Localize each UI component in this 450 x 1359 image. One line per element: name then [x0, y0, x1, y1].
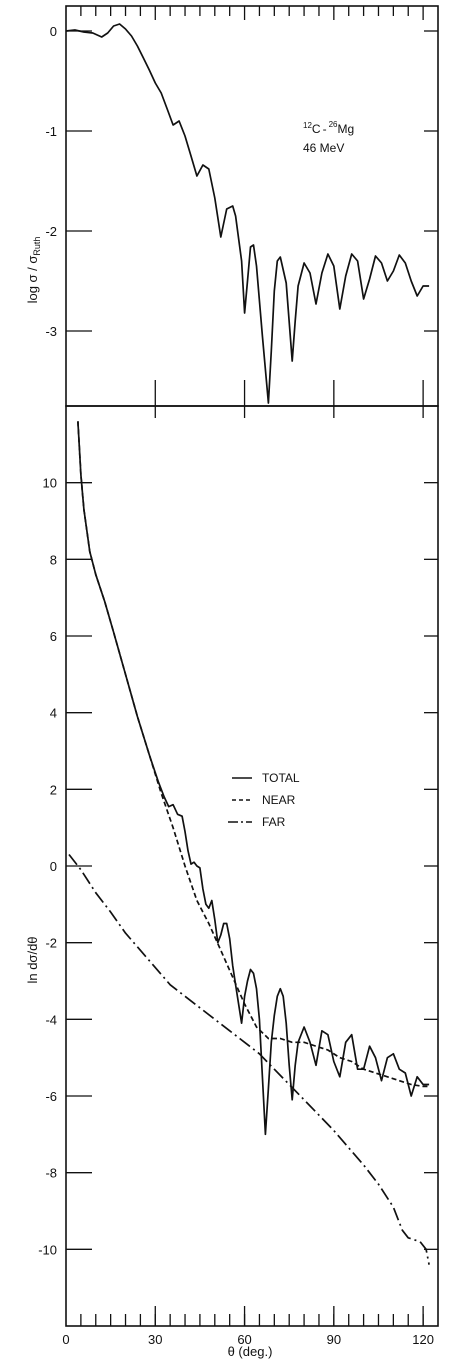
legend: TOTAL NEAR FAR [228, 771, 300, 829]
bottom-y-tick-label: 4 [50, 706, 57, 721]
bottom-y-tick-labels: 10 8 6 4 2 0 -2 -4 -6 -8 -10 [38, 476, 57, 1258]
top-series-line [65, 23, 430, 404]
bottom-y-tick-label: -10 [38, 1242, 57, 1257]
top-ticks [66, 6, 438, 418]
top-panel: 0 -1 -2 -3 log σ / σRuth 12C -26Mg 46 MeV [25, 5, 439, 418]
projectile: C [312, 122, 321, 136]
bottom-plot-frame [65, 405, 439, 1327]
bottom-y-tick-label: -2 [45, 936, 57, 951]
reaction-label: 12C -26Mg [303, 120, 354, 136]
bottom-x-tick-label: 0 [62, 1332, 69, 1347]
top-y-tick-label: 0 [50, 24, 57, 39]
reaction-dash: - [323, 122, 327, 136]
legend-far-label: FAR [262, 815, 286, 829]
legend-total-label: TOTAL [262, 771, 300, 785]
total-series-line [77, 421, 430, 1136]
bottom-x-tick-label: 30 [148, 1332, 162, 1347]
top-y-tick-label: -2 [45, 224, 57, 239]
reaction-annotation: 12C -26Mg 46 MeV [303, 120, 354, 155]
near-series-line [77, 421, 430, 1088]
bottom-x-axis-title: θ (deg.) [228, 1344, 273, 1359]
target-mass: 26 [329, 120, 338, 129]
top-y-tick-labels: 0 -1 -2 -3 [45, 24, 57, 339]
bottom-y-tick-label: -4 [45, 1012, 57, 1027]
bottom-y-tick-label: -6 [45, 1089, 57, 1104]
top-y-axis-title-sub: Ruth [32, 237, 42, 256]
energy-label: 46 MeV [303, 141, 344, 155]
far-series-line [68, 853, 430, 1265]
bottom-y-axis-title: ln dσ/dθ [25, 936, 40, 983]
bottom-x-tick-label: 60 [237, 1332, 251, 1347]
top-y-tick-label: -1 [45, 124, 57, 139]
bottom-x-tick-label: 120 [412, 1332, 434, 1347]
top-y-tick-label: -3 [45, 324, 57, 339]
bottom-y-tick-label: 2 [50, 782, 57, 797]
bottom-y-tick-label: 8 [50, 552, 57, 567]
bottom-panel: 10 8 6 4 2 0 -2 -4 -6 -8 -10 0 30 60 90 120 TOTAL NEAR… [25, 405, 439, 1359]
top-y-axis-title: log σ / σRuth [25, 237, 42, 304]
bottom-y-tick-label: -8 [45, 1166, 57, 1181]
bottom-ticks [66, 482, 438, 1326]
bottom-x-tick-label: 90 [327, 1332, 341, 1347]
bottom-y-tick-label: 10 [43, 476, 57, 491]
top-plot-frame [65, 5, 439, 407]
legend-near-label: NEAR [262, 793, 296, 807]
target: Mg [337, 122, 354, 136]
bottom-y-tick-label: 6 [50, 629, 57, 644]
projectile-mass: 12 [303, 121, 312, 130]
top-y-axis-title-main: log σ / σ [25, 256, 40, 304]
bottom-y-tick-label: 0 [50, 859, 57, 874]
bottom-x-tick-labels: 0 30 60 90 120 [62, 1332, 434, 1347]
